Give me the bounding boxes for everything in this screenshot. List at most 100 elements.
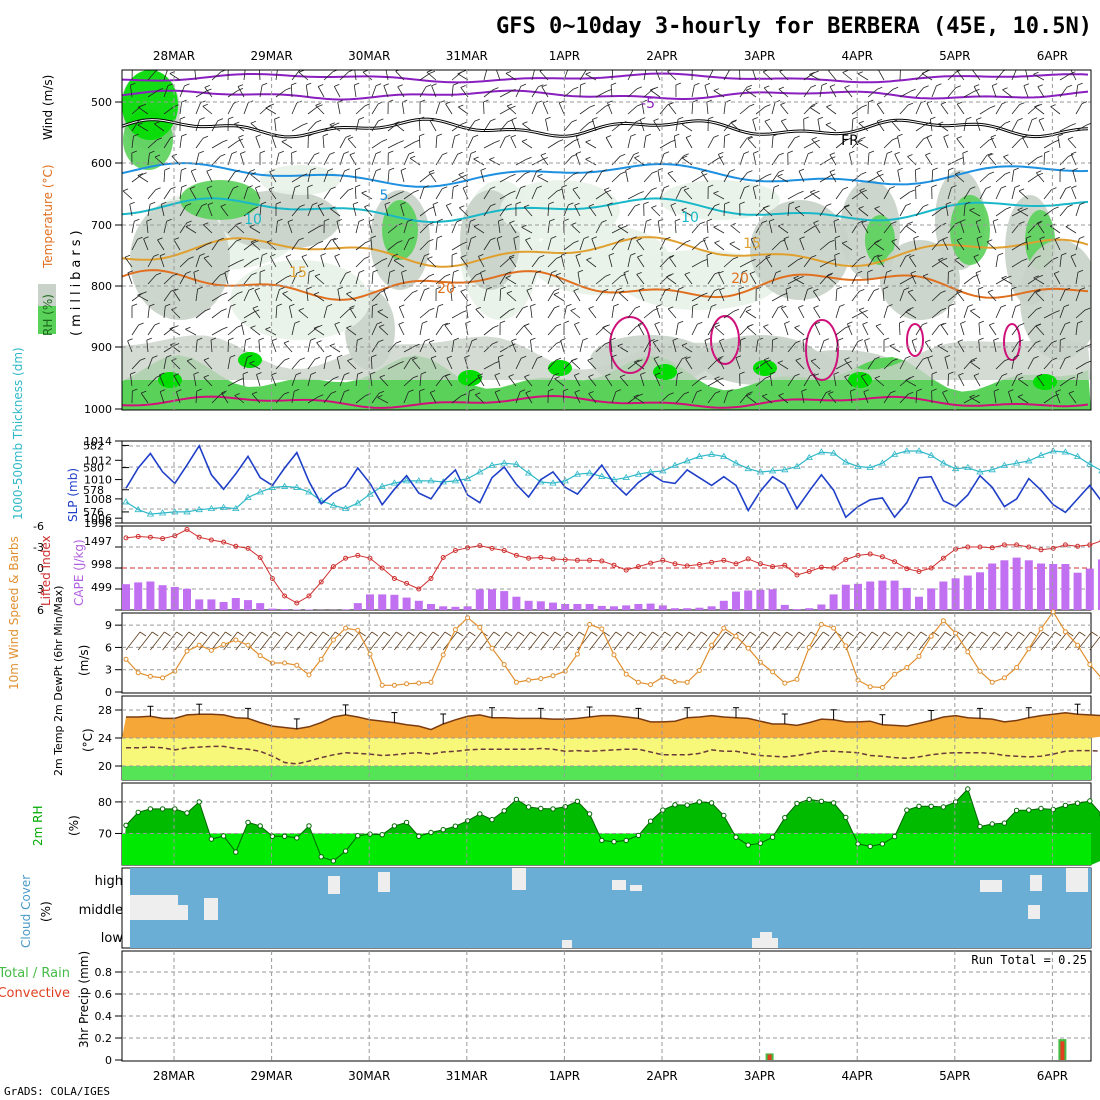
lifted-index-point bbox=[1038, 547, 1044, 553]
thickness-marker bbox=[683, 457, 691, 464]
cape-bar bbox=[854, 583, 862, 610]
rh2m-point bbox=[233, 849, 239, 855]
cape-bar bbox=[1073, 572, 1082, 610]
thickness-marker bbox=[268, 483, 277, 490]
upper-grid bbox=[122, 101, 1091, 348]
cape-bar bbox=[671, 608, 679, 610]
rh-max-spot bbox=[753, 360, 777, 376]
cape-bar bbox=[414, 600, 423, 610]
wind10-point bbox=[1075, 642, 1081, 648]
rh2m-unit: (%) bbox=[67, 815, 81, 836]
wind10-point bbox=[1014, 665, 1020, 670]
thickness-marker bbox=[207, 504, 216, 511]
wind-label: Wind (m/s) bbox=[41, 75, 55, 140]
tick-label: 998 bbox=[91, 558, 112, 571]
cape-bar bbox=[207, 599, 216, 610]
rh2m-point bbox=[660, 807, 666, 813]
wind10-point bbox=[343, 625, 349, 631]
wind10-point bbox=[330, 637, 336, 643]
thickness-marker bbox=[463, 474, 472, 482]
bottom-date-label: 6APR bbox=[1037, 1069, 1068, 1083]
pressure-label: 800 bbox=[91, 280, 112, 293]
thickness-marker bbox=[561, 477, 569, 484]
cape-bar bbox=[732, 591, 740, 610]
bottom-date-label: 5APR bbox=[939, 1069, 970, 1083]
credit: GrADS: COLA/IGES bbox=[4, 1085, 110, 1098]
thickness-marker bbox=[915, 447, 923, 454]
tick-label: 9 bbox=[105, 619, 112, 632]
cape-bar bbox=[244, 600, 252, 610]
bottom-date-labels: 28MAR 29MAR 30MAR 31MAR 1APR 2APR 3APR 4APR 5APR… bbox=[153, 1069, 1068, 1083]
thickness-marker bbox=[939, 459, 948, 466]
cape-bar bbox=[829, 594, 838, 610]
lifted-index-point bbox=[648, 560, 654, 566]
thickness-marker bbox=[122, 498, 130, 505]
wind10-point bbox=[733, 633, 739, 639]
lifted-index-point bbox=[318, 579, 324, 585]
rh2m-point bbox=[574, 798, 581, 804]
cape-bar bbox=[500, 591, 509, 610]
cape-bar bbox=[463, 606, 472, 610]
rh2m-point bbox=[391, 823, 398, 829]
wind10-point bbox=[269, 660, 275, 666]
tick-label: 70 bbox=[98, 827, 112, 840]
lifted-index-point bbox=[916, 569, 922, 574]
lifted-index-point bbox=[550, 556, 556, 562]
rh-max-spot bbox=[238, 352, 262, 368]
cloud-gap bbox=[1030, 875, 1042, 891]
wind10-point bbox=[757, 659, 763, 665]
lifted-index-point bbox=[977, 544, 983, 550]
contour-label: 20 bbox=[437, 281, 455, 297]
wind10-panel: 9 6 3 0 10m Wind Speed & Barbs (m/s) bbox=[7, 536, 1100, 699]
tick-label: -3 bbox=[33, 541, 44, 554]
bottom-date-label: 30MAR bbox=[348, 1069, 390, 1083]
rh2m-point bbox=[611, 839, 617, 845]
cape-bar bbox=[305, 609, 313, 610]
thickness-marker bbox=[988, 466, 996, 473]
thickness-marker bbox=[634, 470, 643, 477]
lifted-index-point bbox=[172, 533, 178, 539]
contour-label: -5 bbox=[641, 96, 655, 112]
wind10-point bbox=[745, 645, 751, 651]
thickness-marker bbox=[720, 452, 728, 459]
cape-bar bbox=[1000, 560, 1009, 610]
rh2m-point bbox=[1001, 820, 1008, 826]
lifted-index-point bbox=[599, 558, 605, 564]
wind10-point bbox=[172, 668, 178, 674]
lifted-index-cape-ticks: -6 -3 0 3 6 1497 998 499 bbox=[33, 520, 122, 617]
thickness-marker bbox=[1037, 451, 1045, 458]
wind10-point bbox=[818, 621, 824, 627]
temperature-label: Temperature (°C) bbox=[41, 164, 55, 269]
rh2m-point bbox=[220, 833, 227, 839]
rh2m-point bbox=[440, 827, 446, 833]
cloud-gap bbox=[612, 880, 626, 890]
wind10-point bbox=[245, 642, 251, 648]
cape-bar bbox=[658, 605, 667, 610]
wind10-point bbox=[867, 684, 873, 690]
wind10-point bbox=[989, 679, 995, 685]
cape-bar bbox=[1061, 564, 1070, 610]
thickness-marker bbox=[1025, 457, 1033, 464]
wind10-point bbox=[550, 673, 556, 679]
precip-convective-bar bbox=[1060, 1041, 1065, 1060]
cape-bar bbox=[170, 587, 179, 610]
thickness-marker bbox=[1049, 447, 1057, 454]
cloud-gap bbox=[980, 880, 1002, 892]
cloud-cover-panel: high middle low Cloud Cover (%) bbox=[19, 867, 1092, 949]
cape-bar bbox=[890, 580, 899, 610]
rh-max-spot bbox=[548, 360, 572, 376]
wind10-point bbox=[684, 679, 690, 685]
lifted-index-point bbox=[355, 552, 361, 558]
cape-bar bbox=[683, 608, 692, 610]
rh2m-point bbox=[928, 803, 934, 809]
wind10-point bbox=[977, 668, 983, 674]
lifted-index-point bbox=[1050, 545, 1056, 551]
temperature-contour bbox=[122, 72, 1089, 84]
cape-label: CAPE (J/kg) bbox=[72, 539, 86, 606]
contour-label: 10 bbox=[244, 212, 262, 228]
rh2m-point bbox=[708, 800, 715, 806]
cloud-layer-label: high bbox=[95, 874, 123, 889]
lifted-index-point bbox=[367, 555, 373, 561]
cape-bar bbox=[341, 609, 350, 610]
lifted-index-point bbox=[269, 576, 275, 581]
